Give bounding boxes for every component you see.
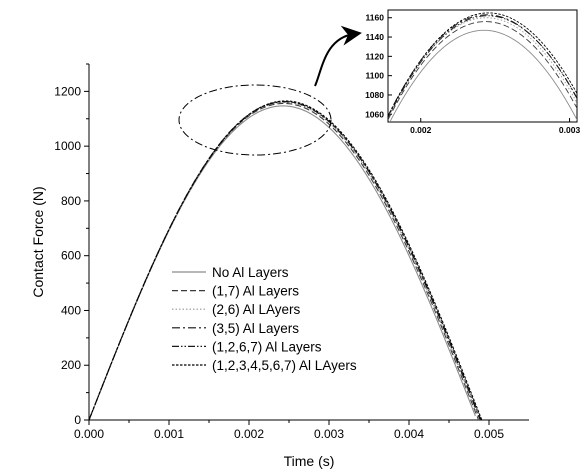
inset-y-tick-label: 1060 [365, 109, 384, 119]
y-tick-label: 0 [74, 413, 81, 427]
y-tick-label: 1000 [54, 139, 81, 153]
inset-series-line [388, 17, 577, 119]
inset-series-line [388, 14, 577, 117]
x-tick-label: 0.005 [474, 427, 504, 441]
y-axis-ticks: 0 200 400 600 800 1000 1200 [54, 63, 89, 427]
legend-label: (1,2,3,4,5,6,7) Al LAyers [212, 358, 357, 373]
x-tick-label: 0.000 [74, 427, 104, 441]
series-line [89, 101, 482, 420]
main-plot: 0.000 0.001 0.002 0.003 0.004 0.005 0 200 400 60… [30, 63, 529, 469]
inset-series-line [388, 12, 577, 118]
inset-y-tick-label: 1140 [366, 32, 385, 42]
inset-series-line [388, 15, 577, 119]
y-tick-label: 200 [61, 358, 81, 372]
inset-y-axis-ticks: 1060 1080 1100 1120 1140 1160 [365, 13, 392, 119]
zoom-region-ellipse [178, 84, 332, 156]
inset-series-group [388, 12, 577, 122]
series-line [89, 100, 483, 420]
x-tick-label: 0.001 [154, 427, 184, 441]
inset-series-line [389, 29, 577, 122]
legend-label: (1,2,6,7) Al Layers [212, 339, 322, 354]
inset-y-tick-label: 1120 [366, 51, 385, 61]
inset-y-tick-label: 1100 [366, 71, 385, 81]
y-axis-title: Contact Force (N) [30, 186, 46, 297]
inset-plot: 0.002 0.003 1060 1080 1100 1120 1140 1160 [365, 9, 580, 135]
x-tick-label: 0.004 [394, 427, 424, 441]
x-tick-label: 0.003 [314, 427, 344, 441]
inset-series-line [388, 21, 577, 121]
inset-x-tick-label: 0.002 [410, 125, 432, 135]
y-tick-label: 1200 [54, 84, 81, 98]
inset-y-tick-label: 1160 [366, 13, 385, 23]
inset-y-tick-label: 1080 [365, 90, 384, 100]
inset-x-axis-ticks: 0.002 0.003 [410, 118, 580, 135]
legend-label: (1,7) Al Layers [212, 284, 299, 299]
legend-label: (2,6) Al LAyers [212, 302, 301, 317]
y-tick-label: 600 [61, 249, 81, 263]
inset-frame [387, 9, 578, 123]
legend-label: (3,5) Al Layers [212, 321, 299, 336]
x-axis-title: Time (s) [284, 453, 335, 469]
legend: No Al Layers (1,7) Al Layers (2,6) Al LAye… [172, 265, 357, 373]
legend-label: No Al Layers [212, 265, 289, 280]
y-tick-label: 800 [61, 194, 81, 208]
inset-x-tick-label: 0.003 [559, 125, 581, 135]
x-axis-ticks: 0.000 0.001 0.002 0.003 0.004 0.005 [74, 420, 504, 441]
x-tick-label: 0.002 [234, 427, 264, 441]
zoom-arrow [314, 25, 362, 87]
y-tick-label: 400 [61, 303, 81, 317]
series-group [89, 100, 483, 420]
